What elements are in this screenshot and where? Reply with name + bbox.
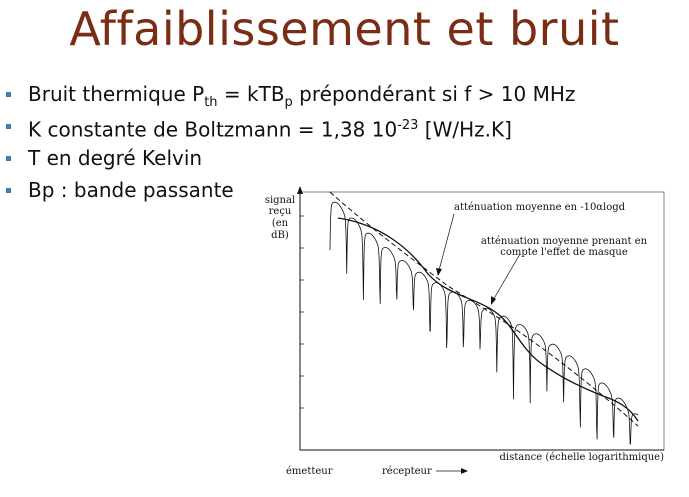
bullet-marker-icon [6, 124, 11, 129]
y-label-line-3: (en [272, 218, 289, 229]
y-ticks [300, 215, 304, 409]
x-axis-label: distance (échelle logarithmique) [500, 452, 665, 463]
y-label-line-4: dB) [271, 230, 289, 241]
annotation-2-leader [491, 253, 521, 303]
annotation-1-arrow-icon [436, 268, 442, 276]
annotation-2-line-2: compte l'effet de masque [500, 247, 628, 258]
annotation-1: atténuation moyenne en -10αlogd [454, 202, 626, 213]
attenuation-diagram: signal reçu (en dB) atténuation moyenne … [265, 186, 665, 477]
bullet-bandwidth: Bp : bande passante [6, 176, 575, 208]
receiver-arrow-icon [461, 468, 468, 474]
annotation-1-leader [437, 213, 455, 275]
annotation-2-line-1: atténuation moyenne prenant en [481, 236, 648, 247]
annotation-2-arrow-icon [491, 296, 496, 305]
y-label-line-1: signal [265, 195, 295, 206]
bullet-boltzmann: K constante de Boltzmann = 1,38 10-23 [W… [6, 112, 575, 144]
bullet-marker-icon [6, 188, 11, 193]
emitter-label: émetteur [286, 466, 333, 477]
bullet-marker-icon [6, 156, 11, 161]
attenuation-figure: signal reçu (en dB) atténuation moyenne … [258, 186, 678, 486]
receiver-label: récepteur [382, 466, 432, 477]
plot-frame [299, 191, 665, 451]
bullet-marker-icon [6, 92, 11, 97]
mean-attenuation-line [329, 191, 639, 427]
y-axis-arrow-icon [297, 186, 303, 194]
bullet-thermal-noise: Bruit thermique Pth = kTBp prépondérant … [6, 80, 575, 112]
shadowing-attenuation-curve [337, 217, 639, 422]
slide-title: Affaiblissement et bruit [69, 2, 620, 56]
bullet-list: Bruit thermique Pth = kTBp prépondérant … [6, 80, 575, 208]
y-label-line-2: reçu [269, 206, 292, 217]
bullet-kelvin: T en degré Kelvin [6, 144, 575, 176]
